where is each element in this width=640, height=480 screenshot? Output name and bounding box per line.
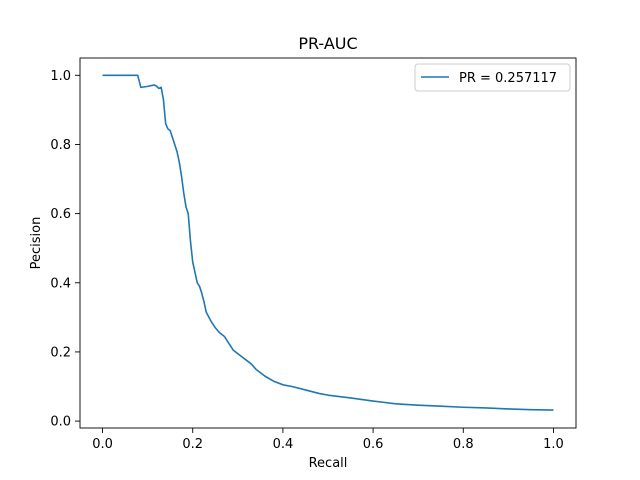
x-tick-label: 0.0 [92,437,113,452]
y-tick-label: 0.2 [50,345,71,360]
series-line [102,74,554,411]
y-tick-label: 0.0 [50,415,71,430]
y-tick-label: 0.8 [50,138,71,153]
x-tick-label: 0.6 [363,437,384,452]
y-tick-label: 1.0 [50,69,71,84]
x-tick-label: 0.4 [273,437,294,452]
chart-title: PR-AUC [298,34,357,53]
x-axis-label: Recall [309,456,348,471]
legend: PR = 0.257117 [414,63,571,92]
y-axis: 0.0 0.2 0.4 0.6 0.8 1.0 [50,69,80,430]
legend-box [414,63,571,92]
x-tick-label: 0.2 [182,437,203,452]
y-tick-label: 0.6 [50,207,71,222]
plot-area [79,57,577,429]
legend-label: PR = 0.257117 [459,71,557,86]
x-tick-label: 1.0 [543,437,564,452]
y-axis-label: Pecision [29,217,44,270]
y-tick-label: 0.4 [50,276,71,291]
x-tick-label: 0.8 [453,437,474,452]
plot-frame [79,57,577,429]
x-axis: 0.0 0.2 0.4 0.6 0.8 1.0 [92,428,564,452]
